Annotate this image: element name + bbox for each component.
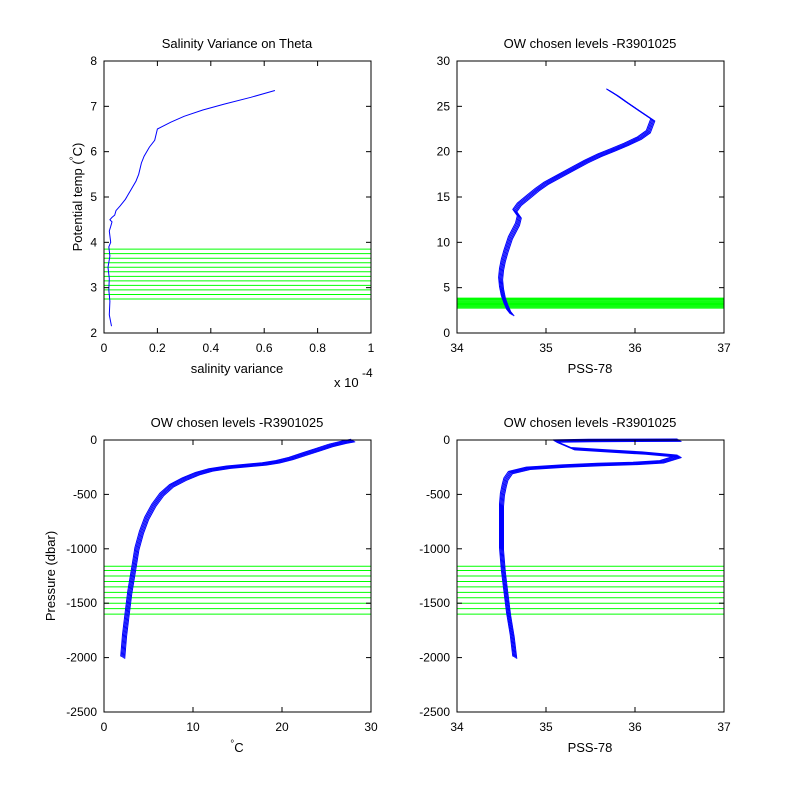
y-tick-label: -2000 (419, 651, 450, 665)
y-tick-label: 0 (443, 326, 450, 340)
x-tick-label: 0.8 (309, 341, 326, 355)
y-tick-label: -1500 (66, 596, 97, 610)
x-tick-label: 37 (717, 720, 731, 734)
x-tick-label: 35 (539, 720, 553, 734)
y-tick-label: 5 (90, 190, 97, 204)
profile-line (120, 438, 352, 657)
y-tick-label: 4 (90, 235, 97, 249)
y-tick-label: -2500 (419, 705, 450, 719)
profile-line (503, 440, 682, 659)
axes-box (456, 439, 725, 713)
y-tick-label: 2 (90, 326, 97, 340)
y-tick-label: 8 (90, 54, 97, 68)
profile-line (107, 90, 276, 327)
y-tick-label: 7 (90, 99, 97, 113)
panel-theta-salinity: OW chosen levels -R3901025 PSS-78 34 35 36… (437, 36, 731, 376)
y-axis-label-degree: ° (69, 156, 80, 160)
x-tick-label: 1 (368, 341, 375, 355)
y-tick-label: -500 (73, 487, 97, 501)
panel-pressure-temperature: OW chosen levels -R3901025 °C Pressure (… (43, 415, 378, 755)
x-tick-label: 37 (717, 341, 731, 355)
y-tick-label: -1500 (419, 596, 450, 610)
x-tick-label: 34 (450, 341, 464, 355)
y-tick-label: 0 (443, 433, 450, 447)
x-axis-label: PSS-78 (568, 740, 613, 755)
panel-title: Salinity Variance on Theta (162, 36, 313, 51)
y-axis-label-main: Potential temp ( (70, 160, 85, 252)
profile-line (123, 440, 355, 659)
axes-box (103, 439, 372, 713)
y-tick-label: -2000 (66, 651, 97, 665)
profile-line (502, 90, 656, 317)
profile-line (124, 441, 356, 659)
profile-line (498, 88, 652, 315)
profile-line (500, 89, 654, 316)
y-tick-label: 5 (443, 281, 450, 295)
x-axis-label-degree: ° (230, 739, 234, 750)
y-tick-label: 3 (90, 281, 97, 295)
x-axis-label-unit: C (234, 740, 243, 755)
y-tick-label: 10 (437, 235, 451, 249)
y-tick-label: -1000 (419, 542, 450, 556)
x-tick-label: 0.4 (202, 341, 219, 355)
y-axis-label: Potential temp (°C) (69, 143, 85, 252)
y-tick-label: -2500 (66, 705, 97, 719)
x-exponent-power: -4 (362, 366, 373, 380)
y-tick-label: 20 (437, 145, 451, 159)
panel-salinity-variance: Salinity Variance on Theta salinity vari… (69, 36, 375, 390)
profile-line (501, 90, 655, 316)
x-axis-label: PSS-78 (568, 361, 613, 376)
x-tick-label: 10 (186, 720, 200, 734)
y-tick-label: 0 (90, 433, 97, 447)
x-axis-label: salinity variance (191, 361, 284, 376)
panel-title: OW chosen levels -R3901025 (151, 415, 324, 430)
x-tick-label: 35 (539, 341, 553, 355)
x-tick-label: 0 (101, 341, 108, 355)
profile-line (121, 439, 353, 658)
x-tick-label: 36 (628, 720, 642, 734)
y-axis-label: Pressure (dbar) (43, 531, 58, 621)
x-tick-label: 30 (364, 720, 378, 734)
x-axis-label: °C (230, 739, 243, 755)
x-tick-label: 0.2 (149, 341, 166, 355)
profile-line (499, 88, 653, 315)
y-tick-label: -1000 (66, 542, 97, 556)
y-tick-label: 25 (437, 99, 451, 113)
x-tick-label: 34 (450, 720, 464, 734)
x-tick-label: 20 (275, 720, 289, 734)
y-tick-label: 15 (437, 190, 451, 204)
x-exponent-base: x 10 (334, 375, 359, 390)
panel-pressure-salinity: OW chosen levels -R3901025 PSS-78 34 35 36… (419, 415, 731, 755)
y-tick-label: 6 (90, 145, 97, 159)
panel-title: OW chosen levels -R3901025 (504, 415, 677, 430)
y-tick-label: 30 (437, 54, 451, 68)
x-tick-label: 0.6 (256, 341, 273, 355)
y-tick-label: -500 (426, 487, 450, 501)
panel-title: OW chosen levels -R3901025 (504, 36, 677, 51)
y-axis-label-unit: C) (70, 143, 85, 157)
x-tick-label: 0 (101, 720, 108, 734)
x-tick-label: 36 (628, 341, 642, 355)
profile-line (122, 440, 354, 658)
